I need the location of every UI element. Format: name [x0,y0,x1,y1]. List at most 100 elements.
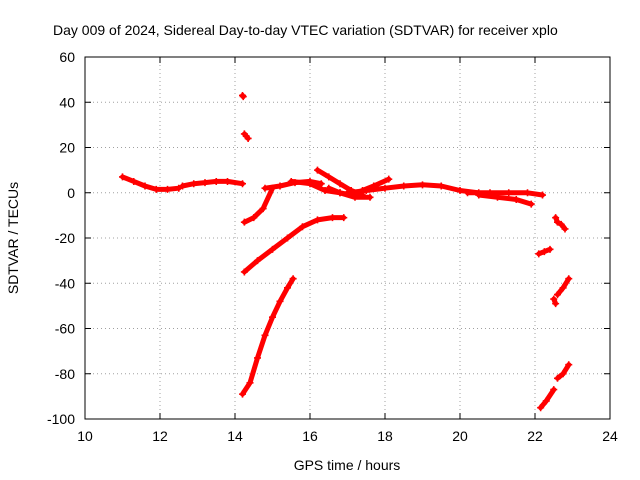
data-point [381,184,389,192]
data-point [164,185,171,193]
series-band [241,215,347,275]
series-arc-7 [240,214,348,276]
data-point [325,184,333,192]
data-point [190,180,198,188]
y-tick-label: -60 [55,321,75,337]
data-point [557,220,565,228]
data-point [306,180,314,188]
data-point [550,295,558,303]
y-tick-label: 0 [67,185,75,201]
data-point [340,214,348,222]
series-band [538,387,557,411]
series-arc-18 [554,275,573,299]
data-point [239,93,247,101]
data-point [317,180,325,188]
data-point [289,275,297,283]
x-tick-labels: 10 12 14 16 18 20 22 24 [77,428,618,444]
x-tick-label: 16 [302,428,318,444]
data-point [464,189,471,197]
data-point [261,184,269,192]
data-point [336,180,344,188]
data-point [552,300,560,308]
data-point [539,191,546,199]
data-point [141,182,149,190]
series-arc-3 [239,91,247,101]
data-point [524,189,531,197]
data-point [261,331,269,339]
data-point [314,166,321,174]
data-point [246,379,254,387]
data-point [559,370,567,378]
y-tick-label: 40 [59,94,75,110]
data-point [546,245,554,253]
data-point [284,234,291,242]
data-point [552,214,560,222]
series-arc-16 [552,214,569,233]
data-point [475,191,483,199]
data-point [565,275,573,283]
x-tick-label: 24 [602,428,618,444]
x-tick-label: 12 [152,428,168,444]
data-point [254,354,261,362]
series-band [120,174,182,192]
series-arc-20 [537,386,558,412]
data-point [537,404,545,412]
series-arc-12 [344,181,483,197]
data-point [212,177,220,185]
data-point [362,186,370,194]
data-point [240,268,248,276]
data-point [299,223,306,231]
data-point [224,177,231,185]
data-point [201,179,209,187]
data-point [276,297,284,305]
series-band [240,276,296,397]
x-tick-label: 10 [77,428,93,444]
y-tick-label: 60 [59,49,75,65]
data-point [119,173,126,181]
data-point [321,186,329,194]
data-point [329,214,336,222]
data-point [565,361,573,369]
data-points [119,91,573,412]
axis-ticks [84,56,611,420]
y-tick-label: -20 [55,230,75,246]
series-arc-19 [554,361,573,382]
x-tick-label: 18 [377,428,393,444]
data-point [325,173,333,181]
data-point [152,185,160,193]
data-point [287,177,295,185]
data-point [561,225,569,233]
data-point [314,216,321,224]
data-point [554,218,561,226]
x-tick-label: 22 [527,428,543,444]
data-point [559,284,567,292]
series-arc-13 [464,189,546,199]
data-point [130,177,138,185]
series-arc-2 [179,177,246,190]
series-arc-14 [475,191,535,208]
series-arc-1 [119,173,183,193]
data-point [542,397,550,405]
chart-title: Day 009 of 2024, Sidereal Day-to-day VTE… [53,22,558,38]
y-axis-label: SDTVAR / TECUs [5,182,21,294]
data-point [250,214,258,222]
data-point [179,182,186,190]
data-point [269,245,276,253]
y-tick-labels: -100 -80 -60 -40 -20 0 20 40 60 [47,49,75,427]
data-point [244,134,252,142]
plot-frame [84,56,611,420]
series-band [553,215,568,232]
data-point [276,182,284,190]
data-point [505,189,513,197]
series-arc-8 [239,275,297,398]
data-point [336,189,344,197]
data-point [456,186,464,194]
y-tick-label: -80 [55,366,75,382]
series-arc-17 [550,295,560,308]
x-tick-label: 14 [227,428,243,444]
data-point [527,200,535,208]
data-point [550,386,558,394]
data-point [366,193,374,201]
data-point [512,196,520,204]
